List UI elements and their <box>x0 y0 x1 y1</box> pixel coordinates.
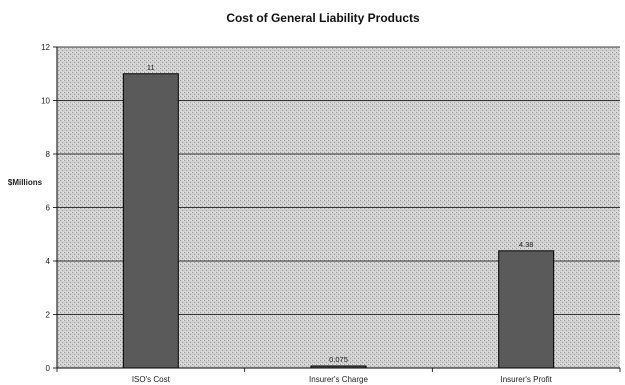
data-labels: 11 0.075 4.38 <box>147 63 534 364</box>
y-tick-label: 4 <box>46 257 51 266</box>
x-tick-label: Insurer's Charge <box>309 375 368 384</box>
y-ticks: 0 2 4 6 8 10 12 <box>41 43 57 373</box>
y-tick-label: 12 <box>41 43 50 52</box>
y-axis-label: $Millions <box>8 178 43 187</box>
y-tick-label: 6 <box>46 204 51 213</box>
y-tick-label: 8 <box>46 150 51 159</box>
category-labels: ISO's Cost Insurer's Charge Insurer's Prof… <box>132 375 553 384</box>
bar <box>498 250 555 369</box>
y-tick-label: 2 <box>46 311 51 320</box>
data-label: 4.38 <box>519 240 534 249</box>
x-tick-label: Insurer's Profit <box>501 375 553 384</box>
data-label: 0.075 <box>329 355 348 364</box>
bar <box>122 73 179 369</box>
y-tick-label: 0 <box>46 364 51 373</box>
y-tick-label: 10 <box>41 97 50 106</box>
data-label: 11 <box>147 63 155 72</box>
chart-title: Cost of General Liability Products <box>226 11 420 25</box>
bars <box>122 73 555 369</box>
x-tick-label: ISO's Cost <box>132 375 171 384</box>
